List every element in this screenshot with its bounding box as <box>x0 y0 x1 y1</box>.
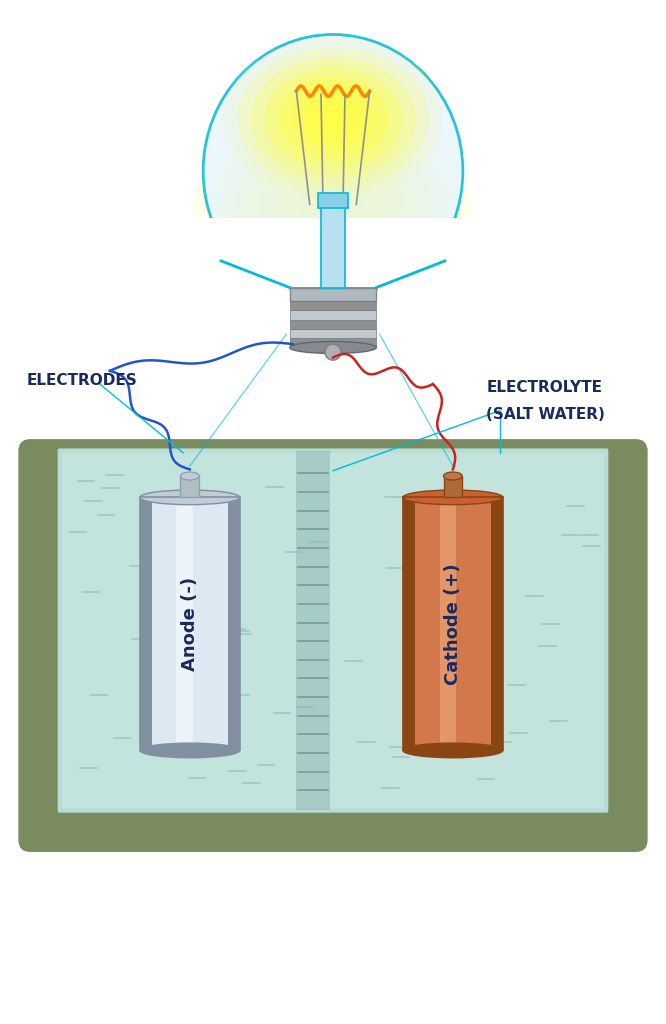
FancyBboxPatch shape <box>57 447 609 814</box>
Ellipse shape <box>220 119 446 303</box>
Text: ELECTROLYTE: ELECTROLYTE <box>486 380 602 395</box>
Ellipse shape <box>250 57 416 178</box>
FancyBboxPatch shape <box>20 440 646 850</box>
Bar <box>228 498 240 751</box>
Bar <box>321 205 345 288</box>
Bar <box>152 498 228 751</box>
Ellipse shape <box>223 38 443 198</box>
Ellipse shape <box>272 161 394 261</box>
Bar <box>290 319 376 329</box>
Text: ELECTRODES: ELECTRODES <box>27 374 137 388</box>
Ellipse shape <box>194 97 472 325</box>
Ellipse shape <box>403 743 503 758</box>
Bar <box>290 288 376 301</box>
Ellipse shape <box>298 182 368 240</box>
Bar <box>403 498 503 751</box>
Ellipse shape <box>246 139 420 283</box>
Bar <box>176 498 193 751</box>
Ellipse shape <box>444 472 462 480</box>
Bar <box>318 193 348 208</box>
Text: Cathode (+): Cathode (+) <box>444 563 462 685</box>
Bar <box>290 301 376 310</box>
Ellipse shape <box>259 151 407 271</box>
Bar <box>180 476 199 498</box>
Ellipse shape <box>264 68 402 168</box>
Ellipse shape <box>278 78 388 158</box>
Ellipse shape <box>180 472 199 480</box>
Ellipse shape <box>291 87 375 148</box>
Circle shape <box>325 344 341 360</box>
Ellipse shape <box>285 172 381 250</box>
Bar <box>140 498 152 751</box>
Ellipse shape <box>203 35 463 307</box>
Bar <box>166 218 500 317</box>
Bar <box>290 338 376 347</box>
Ellipse shape <box>207 108 459 314</box>
Text: (SALT WATER): (SALT WATER) <box>486 407 605 422</box>
Bar <box>444 476 462 498</box>
Bar <box>296 451 330 810</box>
Ellipse shape <box>403 490 503 505</box>
Ellipse shape <box>290 341 376 353</box>
Ellipse shape <box>233 129 433 293</box>
Text: Anode (-): Anode (-) <box>180 577 199 671</box>
Bar <box>290 310 376 319</box>
Bar <box>491 498 503 751</box>
Bar <box>290 329 376 338</box>
Ellipse shape <box>318 108 348 128</box>
Ellipse shape <box>140 743 240 758</box>
Bar <box>290 285 376 351</box>
FancyBboxPatch shape <box>20 440 646 850</box>
Bar <box>415 498 491 751</box>
Ellipse shape <box>236 48 430 187</box>
Ellipse shape <box>305 97 361 138</box>
Bar <box>440 498 456 751</box>
Ellipse shape <box>311 193 355 229</box>
Bar <box>403 498 415 751</box>
Bar <box>140 498 240 751</box>
FancyBboxPatch shape <box>62 453 604 808</box>
Ellipse shape <box>140 490 240 505</box>
